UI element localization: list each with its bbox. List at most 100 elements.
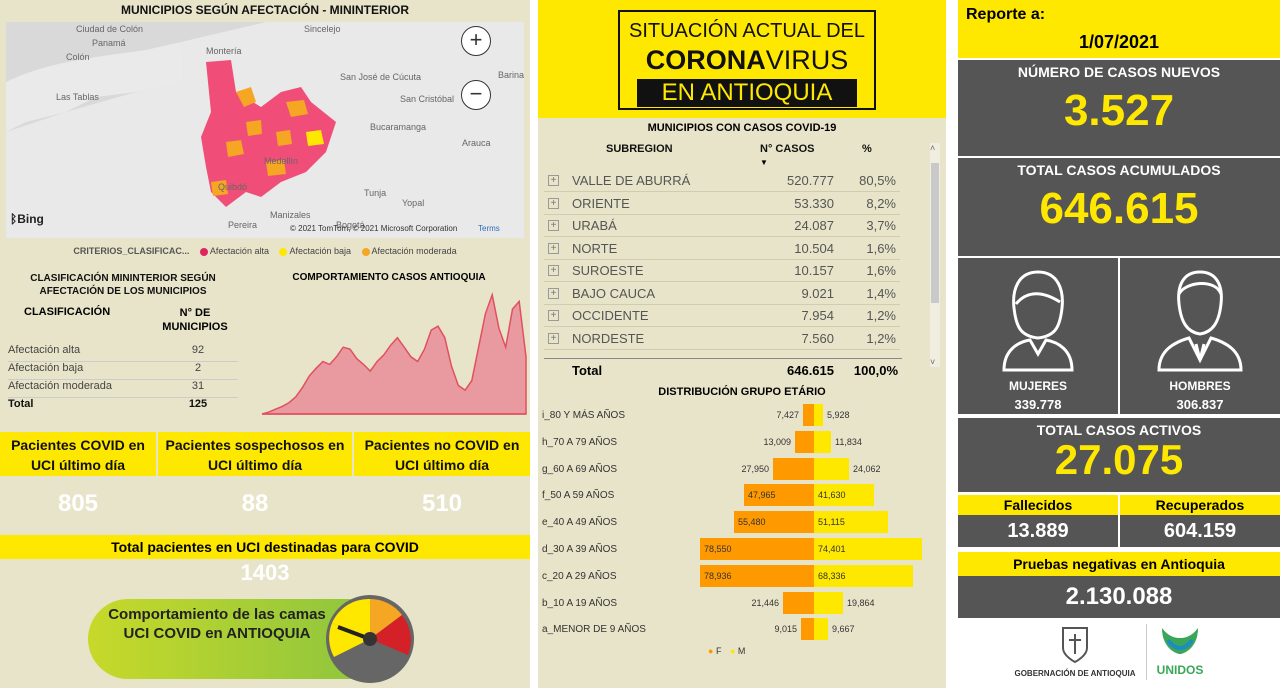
age-label: a_MENOR DE 9 AÑOS bbox=[542, 624, 646, 636]
terms-link[interactable]: Terms bbox=[478, 224, 500, 233]
table-row[interactable]: + ORIENTE 53.330 8,2% bbox=[544, 193, 900, 215]
bar-male[interactable] bbox=[814, 430, 831, 453]
sort-desc-icon[interactable]: ▼ bbox=[760, 158, 768, 167]
bar-male[interactable] bbox=[814, 591, 843, 614]
map[interactable]: Ciudad de Colón Panamá Colón Las Tablas … bbox=[6, 22, 524, 238]
banner-line3: EN ANTIOQUIA bbox=[637, 79, 857, 107]
mujeres-value: 339.778 bbox=[1014, 397, 1062, 412]
bar-male[interactable] bbox=[814, 538, 922, 560]
age-label: f_50 A 59 AÑOS bbox=[542, 490, 615, 502]
uci-section: Pacientes COVID en UCI último día Pacien… bbox=[0, 432, 530, 532]
bar-female[interactable] bbox=[744, 484, 814, 507]
classification-title: CLASIFICACIÓN MININTERIOR SEGÚN AFECTACI… bbox=[30, 273, 216, 297]
table-row[interactable]: + BAJO CAUCA 9.021 1,4% bbox=[544, 283, 900, 305]
map-label: Pereira bbox=[228, 220, 258, 230]
legend-label: CRITERIOS_CLASIFICAC... bbox=[73, 246, 190, 256]
map-shapes bbox=[6, 22, 524, 238]
bar-male-label: 68,336 bbox=[818, 570, 846, 581]
bar-female-label: 7,427 bbox=[776, 410, 799, 420]
map-label: Barinas bbox=[498, 70, 524, 80]
bar-male[interactable] bbox=[814, 564, 913, 587]
map-label: Colón bbox=[66, 52, 90, 62]
bar-male-label: 24,062 bbox=[853, 463, 881, 474]
banner-title: SITUACIÓN ACTUAL DEL CORONAVIRUS EN ANTI… bbox=[618, 10, 876, 110]
recuperados-value: 604.159 bbox=[1120, 515, 1280, 547]
map-label: Bogotá bbox=[336, 220, 365, 230]
map-label: Montería bbox=[206, 46, 242, 56]
bar-female-label: 21,446 bbox=[751, 597, 779, 608]
mujeres-panel: MUJERES 339.778 bbox=[958, 258, 1118, 414]
bar-female[interactable] bbox=[734, 511, 814, 534]
bar-male[interactable] bbox=[814, 404, 823, 426]
bar-male-label: 51,115 bbox=[818, 517, 845, 528]
classification-col2: N° DE MUNICIPIOS bbox=[162, 307, 228, 333]
bar-female[interactable] bbox=[700, 564, 814, 587]
subregion-cases: 10.157 bbox=[794, 263, 834, 278]
logo-divider bbox=[1146, 624, 1147, 680]
coat-of-arms-icon bbox=[1062, 627, 1088, 664]
subregion-pct: 1,6% bbox=[866, 263, 896, 278]
bar-male-label: 74,401 bbox=[818, 544, 846, 554]
subregion-name: NORTE bbox=[572, 240, 618, 256]
scroll-down-icon[interactable]: ˅ bbox=[930, 357, 936, 367]
map-label: Yopal bbox=[402, 198, 425, 208]
bar-female[interactable] bbox=[803, 404, 814, 426]
col-subregion[interactable]: SUBREGION bbox=[606, 143, 673, 155]
subregion-cases: 7.560 bbox=[801, 330, 834, 346]
bar-female-label: 27,950 bbox=[741, 463, 769, 474]
camas-text: Comportamiento de las camas UCI COVID en… bbox=[108, 606, 326, 642]
table-row[interactable]: + VALLE DE ABURRÁ 520.777 80,5% bbox=[544, 170, 900, 192]
camas-uci-link[interactable]: Comportamiento de las camas UCI COVID en… bbox=[88, 593, 428, 685]
expand-icon[interactable]: + bbox=[548, 310, 559, 321]
bar-male[interactable] bbox=[814, 618, 828, 641]
bing-icon: ᛒ bbox=[10, 212, 18, 226]
expand-icon[interactable]: + bbox=[548, 242, 559, 254]
zoom-in-button[interactable]: + bbox=[461, 26, 491, 56]
age-label: c_20 A 29 AÑOS bbox=[542, 570, 617, 582]
scrollbar[interactable]: ˄ ˅ bbox=[930, 143, 940, 367]
map-label: Bucaramanga bbox=[370, 122, 427, 132]
expand-icon[interactable]: + bbox=[548, 332, 559, 344]
legend-item: Afectación moderada bbox=[371, 246, 457, 256]
distribucion-title: DISTRIBUCIÓN GRUPO ETÁRIO bbox=[658, 386, 826, 398]
scroll-up-icon[interactable]: ˄ bbox=[930, 143, 936, 153]
bar-male[interactable] bbox=[814, 511, 888, 534]
table-row[interactable]: + SUROESTE 10.157 1,6% bbox=[544, 260, 900, 282]
col-pct[interactable]: % bbox=[862, 143, 872, 155]
table-row[interactable]: + NORTE 10.504 1,6% bbox=[544, 238, 900, 260]
fallecidos-value: 13.889 bbox=[958, 515, 1118, 547]
reporte-date: 1/07/2021 bbox=[1078, 32, 1160, 52]
trend-title: COMPORTAMIENTO CASOS ANTIOQUIA bbox=[292, 272, 486, 283]
bar-female[interactable] bbox=[783, 591, 814, 614]
table-row[interactable]: + NORDESTE 7.560 1,2% bbox=[544, 328, 900, 350]
bar-female[interactable] bbox=[773, 457, 814, 480]
bar-female[interactable] bbox=[700, 538, 814, 560]
expand-icon[interactable]: + bbox=[548, 220, 559, 231]
expand-icon[interactable]: + bbox=[548, 197, 559, 209]
scroll-thumb[interactable] bbox=[931, 163, 939, 303]
expand-icon[interactable]: + bbox=[548, 265, 559, 276]
subregion-name: VALLE DE ABURRÁ bbox=[572, 173, 691, 188]
table-row[interactable]: + URABÁ 24.087 3,7% bbox=[544, 215, 900, 237]
expand-icon[interactable]: + bbox=[548, 175, 559, 186]
subregion-cases: 520.777 bbox=[787, 173, 834, 188]
map-label: Quibdó bbox=[218, 182, 248, 192]
legend-dot bbox=[361, 247, 370, 256]
acumulados-panel: TOTAL CASOS ACUMULADOS 646.615 bbox=[958, 158, 1280, 256]
zoom-out-button[interactable]: − bbox=[461, 80, 491, 110]
total-uci-label: Total pacientes en UCI destinadas para C… bbox=[0, 535, 530, 559]
table-row[interactable]: + OCCIDENTE 7.954 1,2% bbox=[544, 305, 900, 327]
bar-female[interactable] bbox=[801, 618, 814, 641]
gobernacion-logo: GOBERNACIÓN DE ANTIOQUIA bbox=[1010, 624, 1140, 684]
legend-dot bbox=[199, 247, 208, 256]
bar-female[interactable] bbox=[795, 430, 814, 453]
bar-male[interactable] bbox=[814, 457, 849, 480]
woman-icon bbox=[1002, 270, 1074, 372]
uci-nocovid-value: 510 bbox=[354, 478, 530, 530]
bar-male[interactable] bbox=[814, 484, 874, 507]
subregion-name: URABÁ bbox=[572, 218, 617, 233]
hombres-panel: HOMBRES 306.837 bbox=[1120, 258, 1280, 414]
col-casos[interactable]: N° CASOS bbox=[760, 143, 815, 155]
subregion-name: ORIENTE bbox=[572, 195, 630, 211]
expand-icon[interactable]: + bbox=[548, 287, 559, 299]
